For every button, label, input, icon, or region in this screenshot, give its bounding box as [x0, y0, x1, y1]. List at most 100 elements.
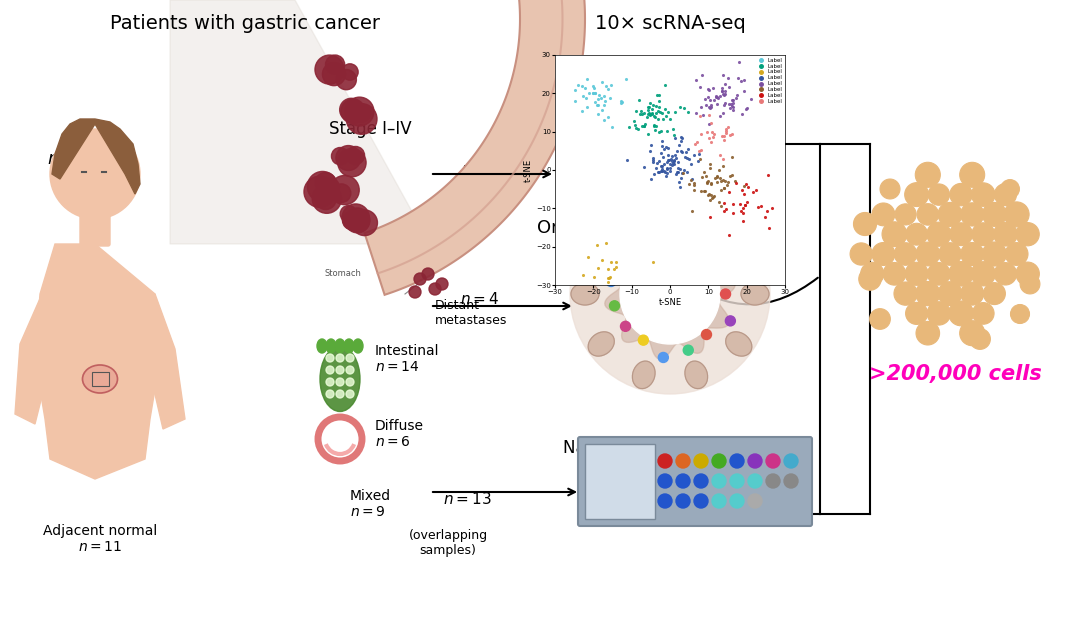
Point — [758, 205, 775, 216]
Point — [635, 108, 652, 119]
Point — [579, 101, 596, 112]
Point — [691, 154, 708, 164]
Circle shape — [1011, 304, 1029, 323]
Ellipse shape — [353, 339, 363, 353]
Point — [732, 76, 750, 86]
Point — [625, 117, 643, 127]
Point — [680, 153, 698, 164]
Point — [708, 172, 726, 182]
Point — [683, 158, 700, 169]
Point — [678, 153, 696, 164]
Point — [716, 89, 733, 100]
Point — [724, 98, 741, 108]
Point — [645, 120, 662, 130]
Circle shape — [949, 183, 972, 206]
Point — [702, 95, 719, 105]
Circle shape — [350, 211, 369, 231]
Point — [702, 100, 719, 110]
Circle shape — [927, 222, 950, 246]
Point — [659, 157, 676, 167]
Point — [723, 129, 740, 139]
Circle shape — [895, 204, 916, 225]
Circle shape — [1005, 243, 1028, 266]
Point — [643, 108, 660, 119]
Point — [716, 198, 733, 209]
Point — [685, 180, 702, 190]
Circle shape — [994, 223, 1017, 246]
Point — [719, 73, 737, 83]
Point — [717, 128, 734, 138]
Text: (overlapping
samples): (overlapping samples) — [408, 529, 487, 557]
Circle shape — [961, 242, 984, 266]
Point — [657, 80, 674, 90]
Polygon shape — [170, 0, 430, 244]
Point — [580, 252, 597, 262]
Point — [680, 179, 698, 189]
Point — [602, 272, 619, 282]
Circle shape — [983, 242, 1007, 266]
Ellipse shape — [589, 232, 615, 256]
Point — [718, 179, 735, 190]
Point — [693, 172, 711, 182]
Circle shape — [872, 243, 895, 266]
Point — [597, 81, 615, 91]
Point — [716, 86, 733, 96]
Point — [717, 124, 734, 134]
Point — [753, 201, 770, 211]
Point — [593, 105, 610, 115]
Circle shape — [346, 354, 354, 362]
Point — [705, 129, 723, 139]
Circle shape — [995, 262, 1016, 285]
Circle shape — [332, 148, 349, 165]
Point — [650, 101, 667, 112]
Point — [712, 110, 729, 120]
Ellipse shape — [589, 332, 615, 356]
Point — [743, 94, 760, 104]
Point — [654, 159, 672, 169]
Circle shape — [325, 55, 345, 74]
Point — [630, 124, 647, 134]
Point — [642, 108, 659, 119]
Circle shape — [906, 223, 928, 245]
Point — [627, 122, 645, 133]
Point — [643, 104, 660, 114]
Text: Mixed
$n = 9$: Mixed $n = 9$ — [350, 489, 391, 519]
Circle shape — [726, 316, 735, 326]
Point — [725, 102, 742, 112]
Point — [599, 286, 617, 296]
Circle shape — [894, 282, 917, 305]
Polygon shape — [148, 294, 185, 429]
Circle shape — [720, 289, 730, 299]
Circle shape — [346, 378, 354, 386]
Point — [595, 100, 612, 110]
Circle shape — [928, 184, 949, 205]
Point — [592, 93, 609, 103]
Point — [702, 179, 719, 189]
Point — [620, 122, 637, 132]
Circle shape — [869, 309, 890, 329]
Point — [666, 107, 684, 117]
Ellipse shape — [633, 361, 656, 389]
Point — [586, 88, 604, 98]
Polygon shape — [15, 294, 50, 424]
Point — [715, 70, 732, 81]
Point — [613, 98, 631, 108]
Point — [731, 56, 748, 67]
Point — [734, 209, 752, 219]
Point — [653, 108, 671, 118]
Point — [735, 200, 753, 210]
Point — [728, 93, 745, 103]
Point — [707, 99, 725, 109]
Point — [642, 98, 659, 108]
Point — [648, 89, 665, 100]
Point — [582, 288, 599, 298]
Point — [728, 90, 745, 100]
Point — [702, 163, 719, 173]
Point — [691, 82, 708, 92]
Circle shape — [916, 321, 940, 345]
Circle shape — [915, 162, 941, 187]
Point — [652, 161, 670, 171]
Point — [735, 86, 753, 96]
Point — [727, 176, 744, 186]
Point — [644, 257, 661, 267]
